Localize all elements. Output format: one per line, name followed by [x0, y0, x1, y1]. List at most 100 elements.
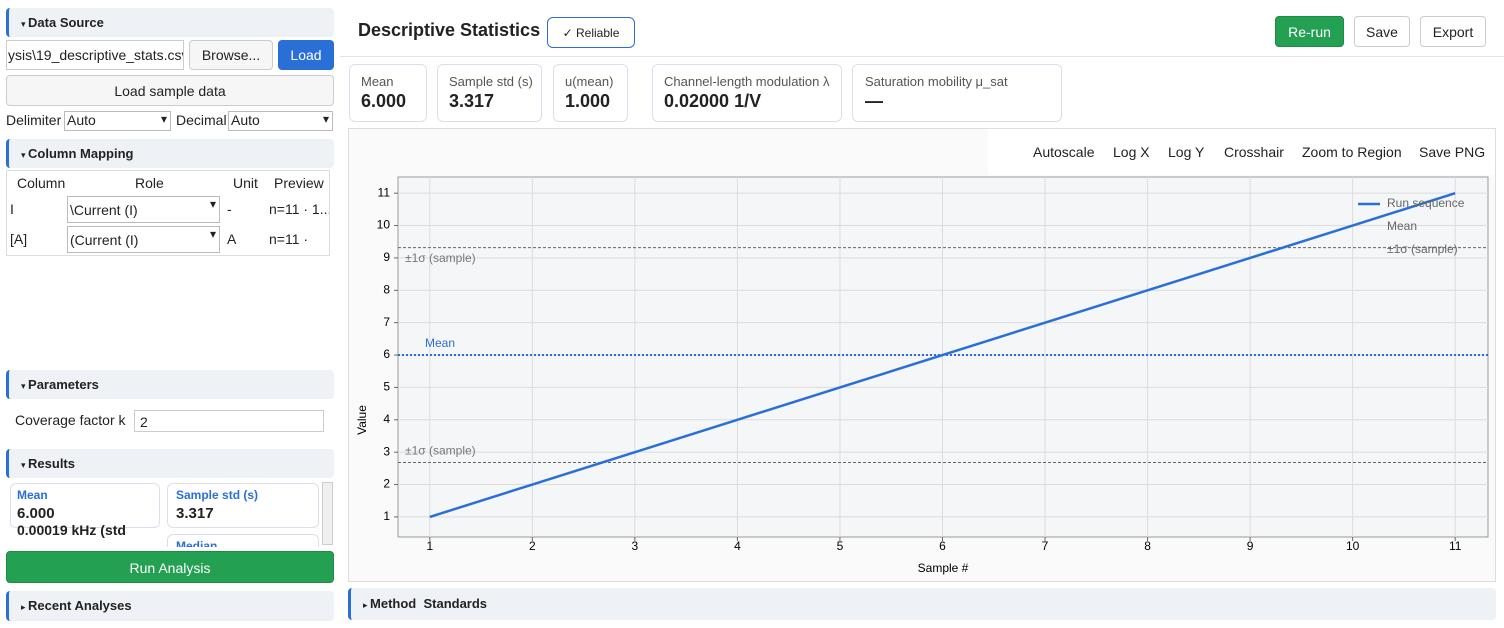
tool-button[interactable]: Zoom to Region	[1302, 144, 1402, 160]
metric-card	[437, 64, 542, 122]
results-scroll: Mean 6.000 Sample std (s) 3.317 0.00019 …	[6, 480, 334, 547]
x-tick-label: 6	[939, 539, 946, 553]
legend-label: Run sequence	[1387, 196, 1465, 210]
x-tick-label: 4	[734, 539, 741, 553]
result-card	[167, 534, 319, 547]
result-label: Sample std (s)	[176, 488, 259, 502]
label: Decimal	[176, 112, 227, 128]
y-tick-label: 1	[383, 509, 390, 523]
run-button[interactable]: Run Analysis	[6, 551, 334, 583]
td: -	[227, 201, 232, 217]
y-tick-label: 8	[383, 282, 390, 296]
x-tick-label: 9	[1247, 539, 1254, 553]
page-title: Descriptive Statistics	[358, 20, 541, 40]
label: Delimiter	[6, 112, 62, 128]
x-tick-label: 2	[529, 539, 536, 553]
section-header[interactable]: Method Standards	[348, 588, 1496, 620]
tool-button[interactable]: Log Y	[1168, 144, 1205, 160]
section-header[interactable]: Parameters	[6, 370, 334, 399]
metric-card	[652, 64, 842, 122]
tool-button[interactable]: Crosshair	[1224, 144, 1284, 160]
line-series	[429, 191, 1456, 519]
th: Preview	[274, 175, 324, 191]
td: n=11 ·	[269, 231, 309, 247]
reference-label: Mean	[425, 336, 455, 350]
x-axis-label: Sample #	[918, 561, 969, 575]
scrollbar[interactable]	[322, 482, 333, 545]
section-header[interactable]: Recent Analyses	[6, 591, 334, 621]
metric-label: Channel-length modulation λ	[664, 74, 830, 89]
section-header[interactable]: Column Mapping	[6, 139, 334, 168]
x-tick-label: 7	[1042, 539, 1049, 553]
metric-card	[349, 64, 427, 122]
y-tick-label: 7	[383, 315, 390, 329]
metric-value: 1.000	[565, 91, 611, 111]
tool-button[interactable]: Save PNG	[1419, 144, 1486, 160]
y-tick-label: 6	[383, 347, 390, 361]
td: A	[227, 231, 237, 247]
plot-area	[397, 176, 1489, 538]
result-value: 3.317	[176, 505, 214, 522]
metric-value: 3.317	[449, 91, 495, 111]
status-badge: ✓ Reliable	[547, 17, 635, 48]
result-overflow: 0.00019 kHz (std	[17, 522, 126, 538]
file-input[interactable]: ysis\19_descriptive_stats.csv	[6, 40, 184, 70]
x-tick-label: 8	[1144, 539, 1151, 553]
k-input[interactable]: 2	[134, 410, 324, 432]
role-select[interactable]: (Current (I)	[67, 226, 220, 253]
reference-label: ±1σ (sample)	[405, 444, 476, 458]
y-tick-label: 2	[383, 477, 390, 491]
y-axis-label: Value	[355, 405, 369, 435]
metric-label: Mean	[361, 74, 394, 89]
export-button[interactable]: Export	[1420, 16, 1486, 47]
save-button[interactable]: Save	[1354, 16, 1410, 47]
chart-toolbar: Autoscale Log X Log Y Crosshair Zoom to …	[988, 129, 1495, 175]
th: Unit	[233, 175, 258, 191]
metric-label: Saturation mobility μ_sat	[865, 74, 1008, 89]
metric-value: —	[865, 91, 883, 111]
y-tick-label: 11	[378, 185, 391, 199]
result-card	[10, 483, 160, 528]
label: Coverage factor k	[15, 412, 126, 428]
metric-label: u(mean)	[565, 74, 614, 89]
metric-card	[553, 64, 628, 122]
metric-card	[852, 64, 1062, 122]
metric-value: 6.000	[361, 91, 407, 111]
section-header[interactable]: Data Source	[6, 8, 334, 37]
tool-button[interactable]: Autoscale	[1033, 144, 1095, 160]
x-tick-label: 11	[1449, 539, 1462, 553]
y-tick-label: 3	[383, 444, 390, 458]
result-label: Median	[176, 539, 218, 547]
result-value: 6.000	[17, 505, 55, 522]
th: Role	[135, 175, 164, 191]
y-tick-label: 4	[383, 412, 390, 426]
sample-button[interactable]: Load sample data	[6, 75, 334, 106]
result-card	[167, 483, 319, 528]
x-tick-label: 1	[426, 539, 433, 553]
divider	[340, 56, 1504, 57]
legend-label: Mean	[1387, 219, 1417, 233]
decimal-select[interactable]: Auto	[228, 111, 333, 131]
td: [A]	[10, 231, 28, 247]
browse-button[interactable]: Browse...	[189, 40, 273, 70]
th: Column	[17, 175, 66, 191]
td: I	[10, 201, 14, 217]
y-tick-label: 10	[377, 218, 391, 232]
metric-value: 0.02000 1/V	[664, 91, 762, 111]
delimiter-select[interactable]: Auto	[64, 111, 171, 131]
section-header[interactable]: Results	[6, 449, 334, 478]
result-label: Mean	[17, 488, 48, 502]
mapping-table	[6, 170, 330, 256]
rerun-button[interactable]: Re-run	[1275, 16, 1344, 47]
x-tick-label: 5	[837, 539, 844, 553]
load-button[interactable]: Load	[278, 40, 334, 70]
y-tick-label: 9	[383, 250, 390, 264]
metric-label: Sample std (s)	[449, 74, 533, 89]
role-select[interactable]: \Current (I)	[67, 196, 220, 223]
td: n=11 · 1...	[269, 201, 329, 217]
x-tick-label: 3	[632, 539, 639, 553]
tool-button[interactable]: Log X	[1113, 144, 1150, 160]
reference-label: ±1σ (sample)	[405, 251, 476, 265]
